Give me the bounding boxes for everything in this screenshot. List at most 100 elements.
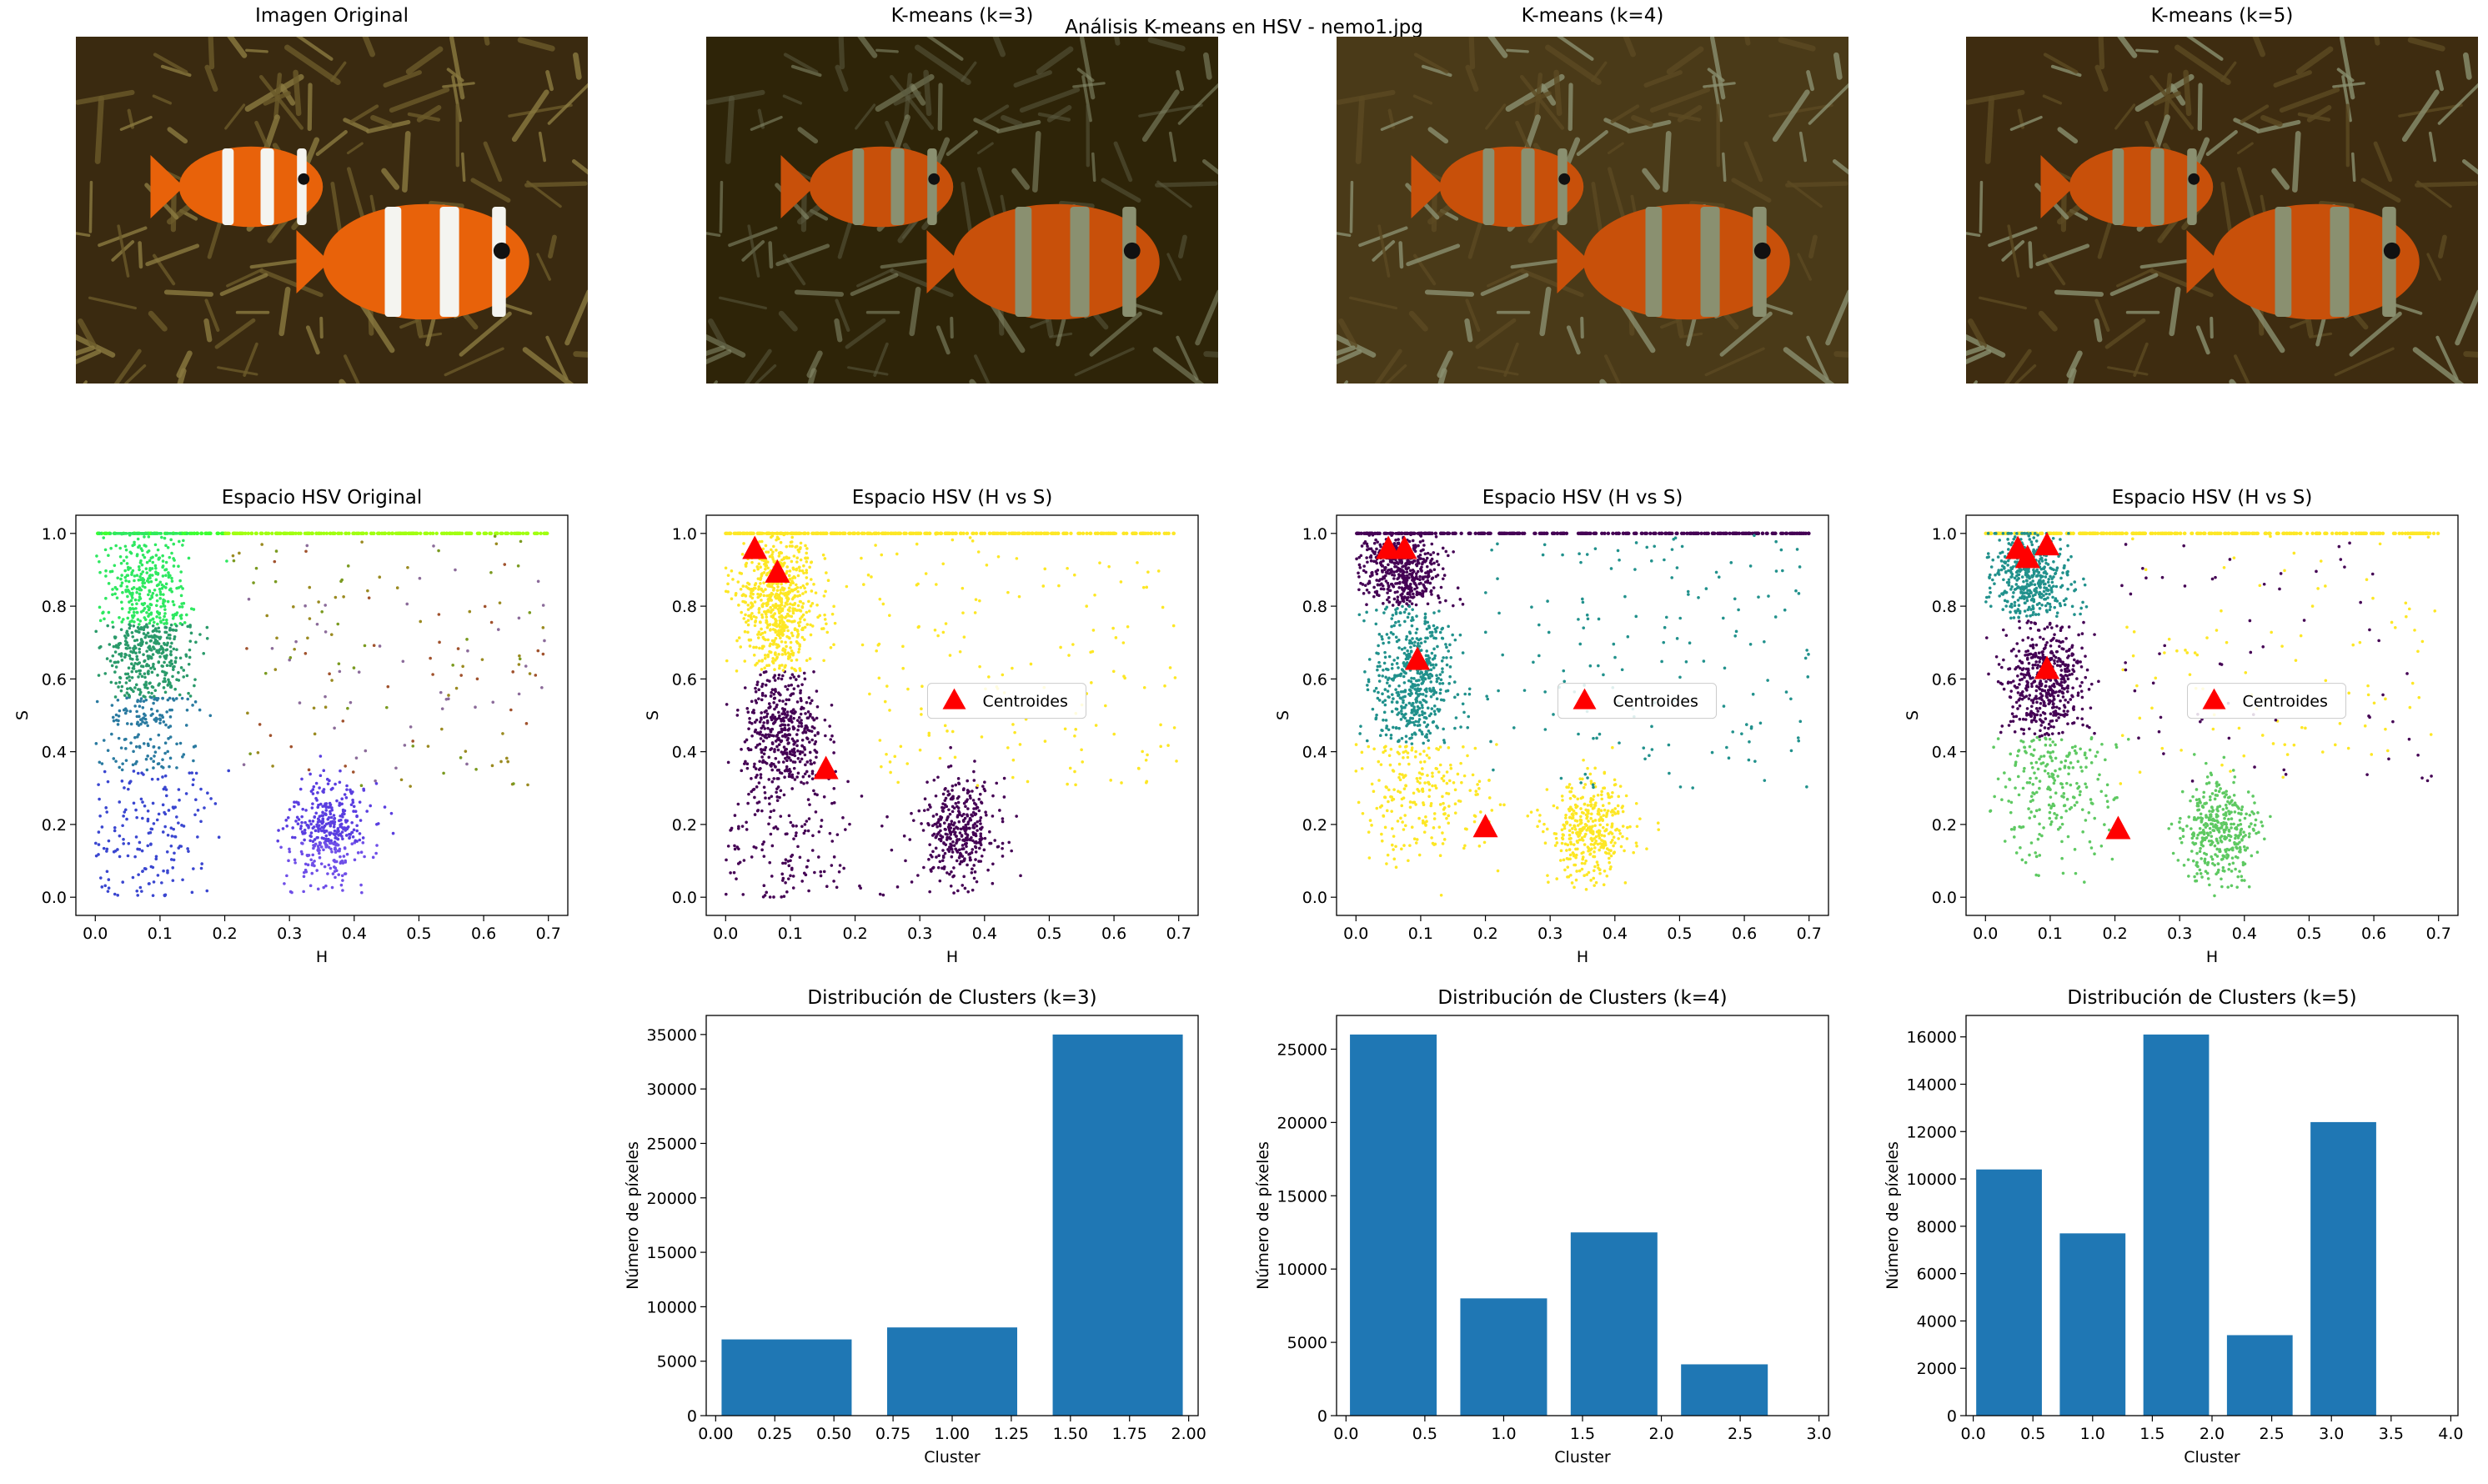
data-point [1104, 531, 1108, 536]
data-point [945, 818, 949, 822]
data-point [177, 564, 180, 568]
data-point [322, 788, 326, 791]
data-point [168, 633, 172, 637]
data-point [158, 721, 162, 725]
data-point [950, 870, 953, 874]
data-point [780, 607, 785, 610]
data-point [801, 602, 805, 605]
data-point [475, 677, 479, 681]
data-point [785, 544, 789, 549]
data-point [131, 544, 135, 548]
data-point [956, 777, 961, 780]
data-point [135, 654, 139, 659]
data-point [138, 623, 141, 626]
data-point [133, 662, 138, 665]
data-point [757, 659, 761, 663]
data-point [816, 732, 820, 735]
data-point [1430, 577, 1434, 580]
data-point [340, 860, 344, 863]
data-point [1015, 815, 1018, 818]
data-point [359, 531, 364, 536]
data-point [1438, 673, 1442, 676]
data-point [760, 659, 764, 663]
data-point [1392, 597, 1397, 601]
data-point [789, 676, 792, 680]
data-point [991, 794, 995, 798]
data-point [341, 810, 345, 813]
data-point [124, 747, 128, 750]
data-point [163, 604, 167, 608]
data-point [741, 593, 745, 596]
data-point [166, 869, 169, 873]
data-point [127, 666, 131, 669]
data-point [1043, 567, 1047, 571]
data-point [124, 759, 128, 762]
data-point [128, 608, 133, 611]
x-axis-label: H [946, 948, 958, 966]
data-point [135, 590, 138, 594]
data-point [780, 664, 784, 667]
data-point [104, 596, 108, 600]
data-point [761, 895, 765, 899]
data-point [155, 709, 159, 713]
data-point [268, 734, 273, 737]
data-point [184, 613, 188, 617]
data-point [1076, 531, 1081, 536]
data-point [1153, 531, 1158, 536]
data-point [1121, 641, 1126, 644]
data-point [143, 625, 147, 629]
data-point [1091, 629, 1096, 632]
data-point [1402, 674, 1406, 679]
data-point [808, 565, 811, 569]
data-point [796, 749, 800, 753]
data-point [781, 563, 785, 567]
data-point [793, 778, 797, 781]
data-point [357, 670, 361, 674]
data-point [946, 871, 949, 875]
data-point [94, 629, 98, 634]
data-point [974, 850, 978, 854]
data-point [790, 711, 795, 715]
data-point [154, 604, 158, 608]
data-point [133, 574, 137, 578]
data-point [148, 597, 152, 601]
data-point [208, 714, 213, 718]
data-point [151, 560, 155, 564]
data-point [130, 669, 134, 674]
data-point [771, 550, 775, 554]
data-point [805, 569, 809, 572]
data-point [1107, 564, 1111, 569]
data-point [764, 796, 767, 800]
data-point [188, 648, 192, 652]
data-point [133, 598, 138, 602]
data-point [796, 548, 800, 552]
data-point [765, 573, 769, 577]
data-point [339, 769, 342, 773]
data-point [319, 862, 324, 865]
data-point [976, 805, 979, 810]
data-point [915, 542, 919, 546]
data-point [107, 554, 110, 557]
data-point [200, 862, 203, 865]
data-point [173, 851, 176, 855]
data-point [154, 857, 158, 861]
data-point [330, 821, 334, 825]
data-point [1423, 552, 1427, 556]
data-point [756, 636, 760, 639]
data-point [340, 874, 344, 878]
data-point [116, 723, 120, 726]
data-point [298, 531, 303, 536]
data-point [790, 787, 794, 790]
data-point [797, 565, 801, 569]
data-point [254, 566, 258, 570]
data-point [1454, 716, 1458, 719]
data-point [781, 728, 785, 732]
data-point [961, 847, 964, 851]
data-point [974, 845, 978, 850]
data-point [167, 571, 170, 574]
data-point [762, 884, 766, 888]
data-point [1532, 531, 1537, 536]
data-point [766, 598, 770, 601]
data-point [499, 531, 503, 536]
data-point [797, 624, 801, 628]
